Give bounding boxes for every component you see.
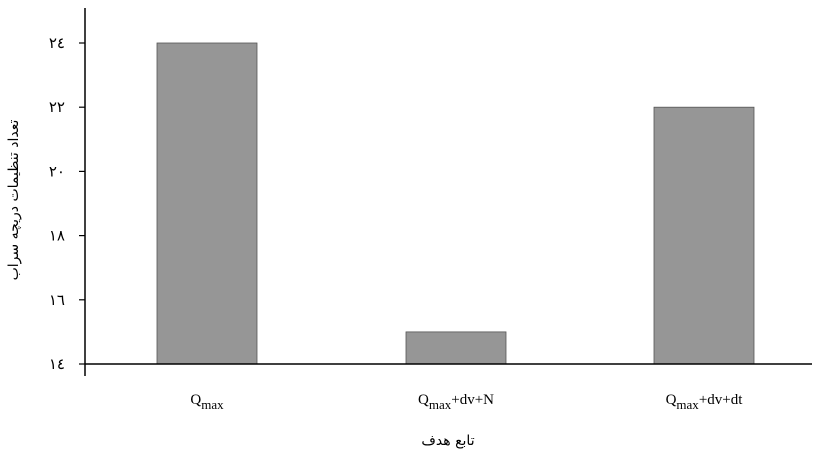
y-tick-label: ١٦ xyxy=(49,291,65,309)
x-tick-label: Qmax xyxy=(190,392,224,412)
x-tick-label: Qmax+dv+dt xyxy=(666,392,744,412)
y-tick-label: ٢٢ xyxy=(49,98,65,116)
y-tick-label: ١٤ xyxy=(49,355,65,373)
axes-group xyxy=(84,8,812,376)
y-ticks-group: ١٤ ١٦ ١٨ ٢٠ ٢٢ ٢٤ xyxy=(49,34,85,373)
bar-2 xyxy=(405,331,507,365)
x-tick-label: Qmax+dv+N xyxy=(418,392,494,412)
y-axis-title: تعداد تنظیمات دریچه سراب xyxy=(6,120,22,281)
x-tick-labels-group: Qmax Qmax+dv+N Qmax+dv+dt xyxy=(190,392,743,412)
y-tick-label: ٢٠ xyxy=(49,162,65,180)
bar-3 xyxy=(653,106,755,365)
y-tick-label: ٢٤ xyxy=(49,34,65,52)
bars-group xyxy=(156,42,755,365)
bar-1 xyxy=(156,42,258,365)
x-axis-title: تابع هدف xyxy=(421,433,474,449)
y-tick-label: ١٨ xyxy=(49,227,65,245)
